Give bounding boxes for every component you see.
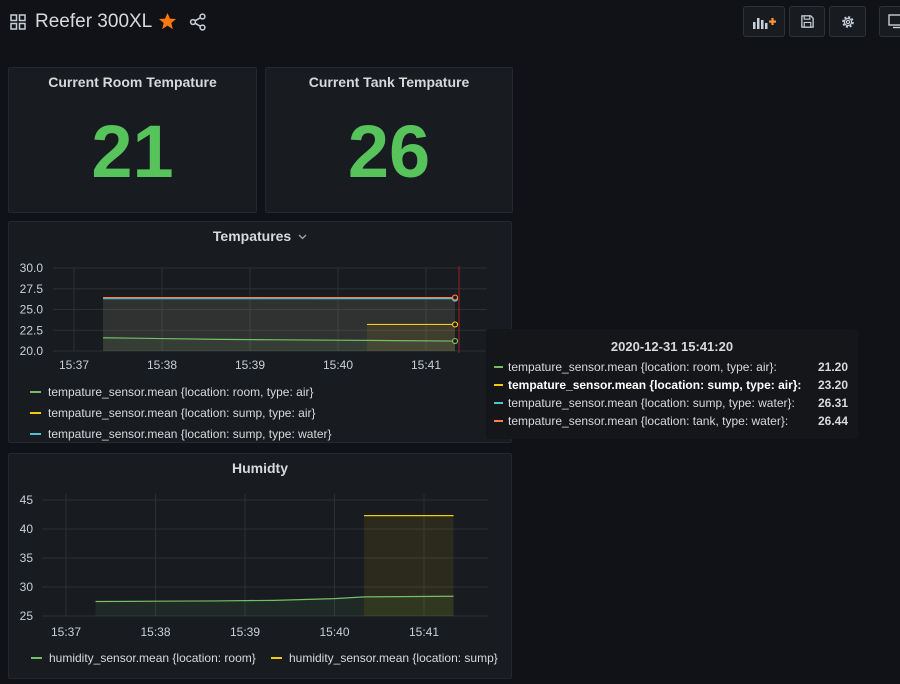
series-area: [103, 297, 456, 351]
tooltip-label: tempature_sensor.mean {location: sump, t…: [508, 378, 802, 392]
x-tick-label: 15:39: [235, 358, 265, 372]
y-tick-label: 30: [20, 580, 34, 594]
tv-icon: [888, 14, 900, 29]
tooltip-value: 21.20: [817, 360, 848, 374]
legend-label: tempature_sensor.mean {location: sump, t…: [48, 406, 316, 420]
add-panel-button[interactable]: [743, 6, 785, 37]
stat-value-room: 21: [91, 110, 174, 193]
legend-swatch: [271, 656, 282, 659]
legend-swatch: [30, 432, 41, 435]
tooltip-time: 2020-12-31 15:41:20: [610, 339, 734, 354]
y-tick-label: 27.5: [20, 282, 44, 296]
x-tick-label: 15:39: [230, 625, 260, 639]
panel-title[interactable]: Tempatures: [9, 228, 511, 244]
panel-title-text: Tempatures: [212, 228, 292, 244]
series-line: [95, 595, 454, 603]
tooltip-row: tempature_sensor.mean {location: tank, t…: [494, 414, 848, 432]
series-line: [103, 337, 456, 342]
legend-swatch: [31, 656, 42, 659]
legend-item[interactable]: tempature_sensor.mean {location: room, t…: [30, 385, 313, 399]
series-area: [364, 515, 454, 616]
tooltip-swatch: [494, 419, 503, 422]
tooltip-value: 23.20: [817, 378, 848, 392]
x-tick-label: 15:40: [319, 625, 349, 639]
tooltip-swatch: [494, 401, 503, 404]
legend-item[interactable]: humidity_sensor.mean {location: room}: [31, 651, 256, 665]
panel-title[interactable]: Humidty: [232, 460, 288, 476]
series-area: [103, 298, 456, 351]
legend-item[interactable]: tempature_sensor.mean {location: sump, t…: [30, 427, 332, 441]
grid-icon[interactable]: [10, 14, 26, 30]
tooltip-value: 26.31: [817, 396, 848, 410]
y-tick-label: 20.0: [20, 344, 44, 358]
gear-icon: [841, 15, 854, 28]
legend-label: tempature_sensor.mean {location: sump, t…: [48, 427, 332, 441]
humidity-chart[interactable]: 25 30 35 40 45 15:37 15:38 15:39 15:40 15:41: [9, 454, 513, 680]
series-area: [367, 324, 456, 351]
tooltip-row: tempature_sensor.mean {location: sump, t…: [494, 378, 848, 396]
tooltip-row: tempature_sensor.mean {location: room, t…: [494, 360, 848, 378]
x-tick-label: 15:41: [411, 358, 441, 372]
y-tick-label: 45: [20, 493, 34, 507]
series-area: [103, 337, 456, 351]
chevron-down-icon[interactable]: [298, 234, 307, 240]
stat-panel-tank[interactable]: Current Tank Tempature 26: [265, 67, 513, 213]
legend-swatch: [30, 390, 41, 393]
stat-value-tank: 26: [347, 110, 431, 193]
y-tick-label: 25.0: [20, 303, 44, 317]
y-tick-label: 40: [20, 522, 34, 536]
x-tick-label: 15:37: [51, 625, 81, 639]
panel-title[interactable]: Current Room Tempature: [48, 74, 217, 90]
humidity-panel[interactable]: Humidty 25 30 35 40 45 15:37 15:38 15:39 15:40 15…: [8, 453, 512, 679]
add-panel-icon: [753, 17, 776, 29]
x-tick-label: 15:38: [147, 358, 177, 372]
panel-title[interactable]: Current Tank Tempature: [308, 74, 470, 90]
tooltip-label: tempature_sensor.mean {location: sump, t…: [508, 396, 795, 410]
tooltip-label: tempature_sensor.mean {location: room, t…: [508, 360, 777, 374]
x-tick-label: 15:40: [323, 358, 353, 372]
temperatures-panel[interactable]: Tempatures 20.0 22.5 25.0 27.5 30.0 15:37 15:3…: [8, 221, 512, 443]
save-dashboard-button[interactable]: [789, 6, 825, 37]
save-icon: [800, 15, 814, 28]
tooltip-swatch: [494, 383, 503, 386]
series-area: [95, 596, 454, 616]
x-tick-label: 15:41: [409, 625, 439, 639]
chart-tooltip: 2020-12-31 15:41:20 tempature_sensor.mea…: [486, 329, 858, 439]
legend-label: tempature_sensor.mean {location: room, t…: [48, 385, 314, 399]
tooltip-value: 26.44: [817, 414, 848, 428]
x-tick-label: 15:38: [140, 625, 170, 639]
y-tick-label: 30.0: [20, 261, 44, 275]
dashboard-title[interactable]: Reefer 300XL: [35, 11, 153, 32]
hover-point: [451, 295, 459, 302]
hover-point: [451, 321, 459, 328]
dashboard-settings-button[interactable]: [829, 6, 866, 37]
y-tick-label: 25: [20, 609, 34, 623]
legend-item[interactable]: humidity_sensor.mean {location: sump}: [271, 651, 498, 665]
legend-item[interactable]: tempature_sensor.mean {location: sump, t…: [30, 406, 316, 420]
x-tick-label: 15:37: [59, 358, 89, 372]
legend-label: humidity_sensor.mean {location: room}: [49, 651, 256, 665]
dashboard-header: Reefer 300XL: [0, 0, 900, 46]
tooltip-swatch: [494, 365, 503, 368]
stat-panel-room[interactable]: Current Room Tempature 21: [8, 67, 257, 213]
legend-swatch: [30, 411, 41, 414]
legend-label: humidity_sensor.mean {location: sump}: [289, 651, 498, 665]
y-tick-label: 35: [20, 551, 34, 565]
tooltip-label: tempature_sensor.mean {location: tank, t…: [508, 414, 789, 428]
share-icon[interactable]: [189, 13, 207, 31]
hover-point: [451, 337, 459, 345]
star-icon[interactable]: [158, 12, 177, 31]
tooltip-row: tempature_sensor.mean {location: sump, t…: [494, 396, 848, 414]
y-tick-label: 22.5: [20, 323, 44, 337]
view-mode-button[interactable]: [879, 6, 900, 37]
hover-point: [451, 294, 459, 301]
